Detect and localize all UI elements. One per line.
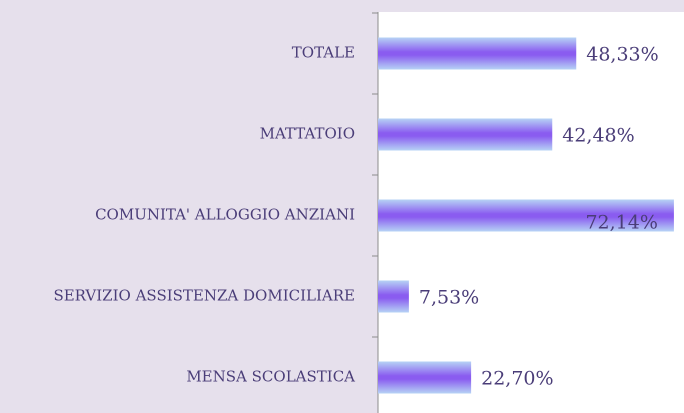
value-label: 48,33%	[586, 44, 658, 66]
category-label: COMUNITA' ALLOGGIO ANZIANI	[95, 206, 355, 224]
bar	[378, 118, 553, 151]
bar	[378, 361, 472, 394]
category-label: MATTATOIO	[260, 125, 355, 143]
bar	[378, 280, 409, 313]
category-label: SERVIZIO ASSISTENZA DOMICILIARE	[53, 287, 355, 305]
category-label: MENSA SCOLASTICA	[186, 368, 355, 386]
value-label: 42,48%	[562, 125, 634, 147]
value-label: 22,70%	[481, 368, 553, 390]
value-label: 72,14%	[585, 212, 657, 234]
category-label: TOTALE	[292, 44, 355, 62]
bar	[378, 37, 577, 70]
value-label: 7,53%	[419, 287, 479, 309]
bar	[378, 199, 674, 232]
